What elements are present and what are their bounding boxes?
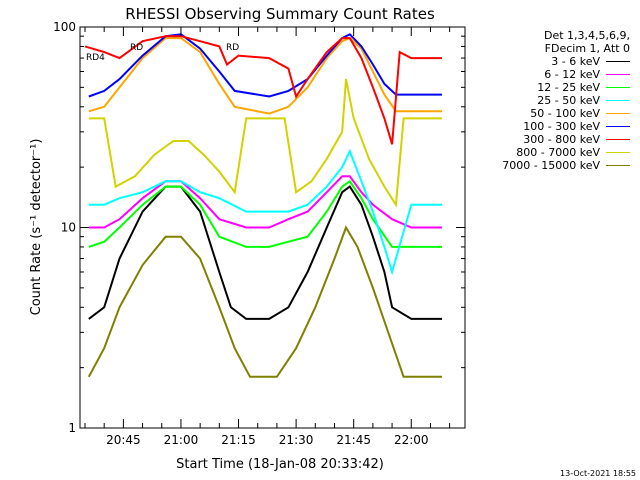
chart-title: RHESSI Observing Summary Count Rates bbox=[125, 5, 435, 23]
series-line-1 bbox=[88, 175, 442, 229]
legend-swatch bbox=[606, 139, 630, 140]
legend-entry: 3 - 6 keV bbox=[551, 55, 630, 68]
x-tick-label: 20:45 bbox=[106, 433, 141, 447]
legend-header-line-2: FDecim 1, Att 0 bbox=[544, 42, 630, 55]
legend-label: 800 - 7000 keV bbox=[516, 146, 600, 159]
legend-swatch bbox=[606, 74, 630, 75]
legend-swatch bbox=[606, 152, 630, 153]
y-tick-label: 100 bbox=[53, 20, 76, 34]
legend-entry: 100 - 300 keV bbox=[523, 120, 630, 133]
y-tick-label: 10 bbox=[61, 221, 76, 235]
series-line-4 bbox=[88, 36, 442, 115]
legend-swatch bbox=[606, 61, 630, 62]
legend-label: 6 - 12 keV bbox=[544, 68, 600, 81]
legend-entry: 50 - 100 keV bbox=[530, 107, 630, 120]
x-tick-label: 21:30 bbox=[279, 433, 314, 447]
x-tick-label: 22:00 bbox=[394, 433, 429, 447]
legend-label: 12 - 25 keV bbox=[537, 81, 600, 94]
series-line-6 bbox=[84, 35, 442, 145]
y-axis-label: Count Rate (s⁻¹ detector⁻¹) bbox=[29, 139, 44, 316]
series-line-3 bbox=[88, 148, 442, 276]
x-axis-label: Start Time (18-Jan-08 20:33:42) bbox=[176, 457, 384, 472]
legend-swatch bbox=[606, 126, 630, 127]
timestamp: 13-Oct-2021 18:55 bbox=[560, 469, 636, 478]
legend-label: 3 - 6 keV bbox=[551, 55, 600, 68]
legend-header-line-1: Det 1,3,4,5,6,9, bbox=[543, 29, 630, 42]
legend-label: 300 - 800 keV bbox=[523, 133, 600, 146]
legend-swatch bbox=[606, 113, 630, 114]
annotation-label: RD bbox=[226, 43, 239, 53]
legend-swatch bbox=[606, 87, 630, 88]
legend-entry: 7000 - 15000 keV bbox=[502, 159, 630, 172]
plot-frame bbox=[79, 26, 466, 429]
legend-label: 7000 - 15000 keV bbox=[502, 159, 600, 172]
series-line-2 bbox=[88, 179, 442, 248]
annotation-label: RD bbox=[130, 43, 143, 53]
legend-entry: 25 - 50 keV bbox=[537, 94, 630, 107]
legend-entry: 12 - 25 keV bbox=[537, 81, 630, 94]
legend-entry: 6 - 12 keV bbox=[544, 68, 630, 81]
x-tick-label: 21:15 bbox=[221, 433, 256, 447]
legend-entry: 800 - 7000 keV bbox=[516, 146, 630, 159]
series-line-8 bbox=[87, 225, 442, 378]
series-line-5 bbox=[88, 33, 442, 98]
legend-label: 25 - 50 keV bbox=[537, 94, 600, 107]
series-line-7 bbox=[88, 78, 442, 208]
plot-area: 1 10 100 20:45 21:00 21:15 21:30 21:45 22:00 RD RD… bbox=[53, 20, 466, 447]
x-tick-label: 21:00 bbox=[164, 433, 199, 447]
y-tick-label: 1 bbox=[68, 421, 76, 435]
legend-label: 50 - 100 keV bbox=[530, 107, 600, 120]
legend-label: 100 - 300 keV bbox=[523, 120, 600, 133]
series-line-0 bbox=[88, 185, 442, 320]
legend-entry: 300 - 800 keV bbox=[523, 133, 630, 146]
x-tick-label: 21:45 bbox=[336, 433, 371, 447]
annotation-label: RD4 bbox=[86, 53, 105, 63]
legend-swatch bbox=[606, 100, 630, 101]
legend-swatch bbox=[606, 165, 630, 166]
